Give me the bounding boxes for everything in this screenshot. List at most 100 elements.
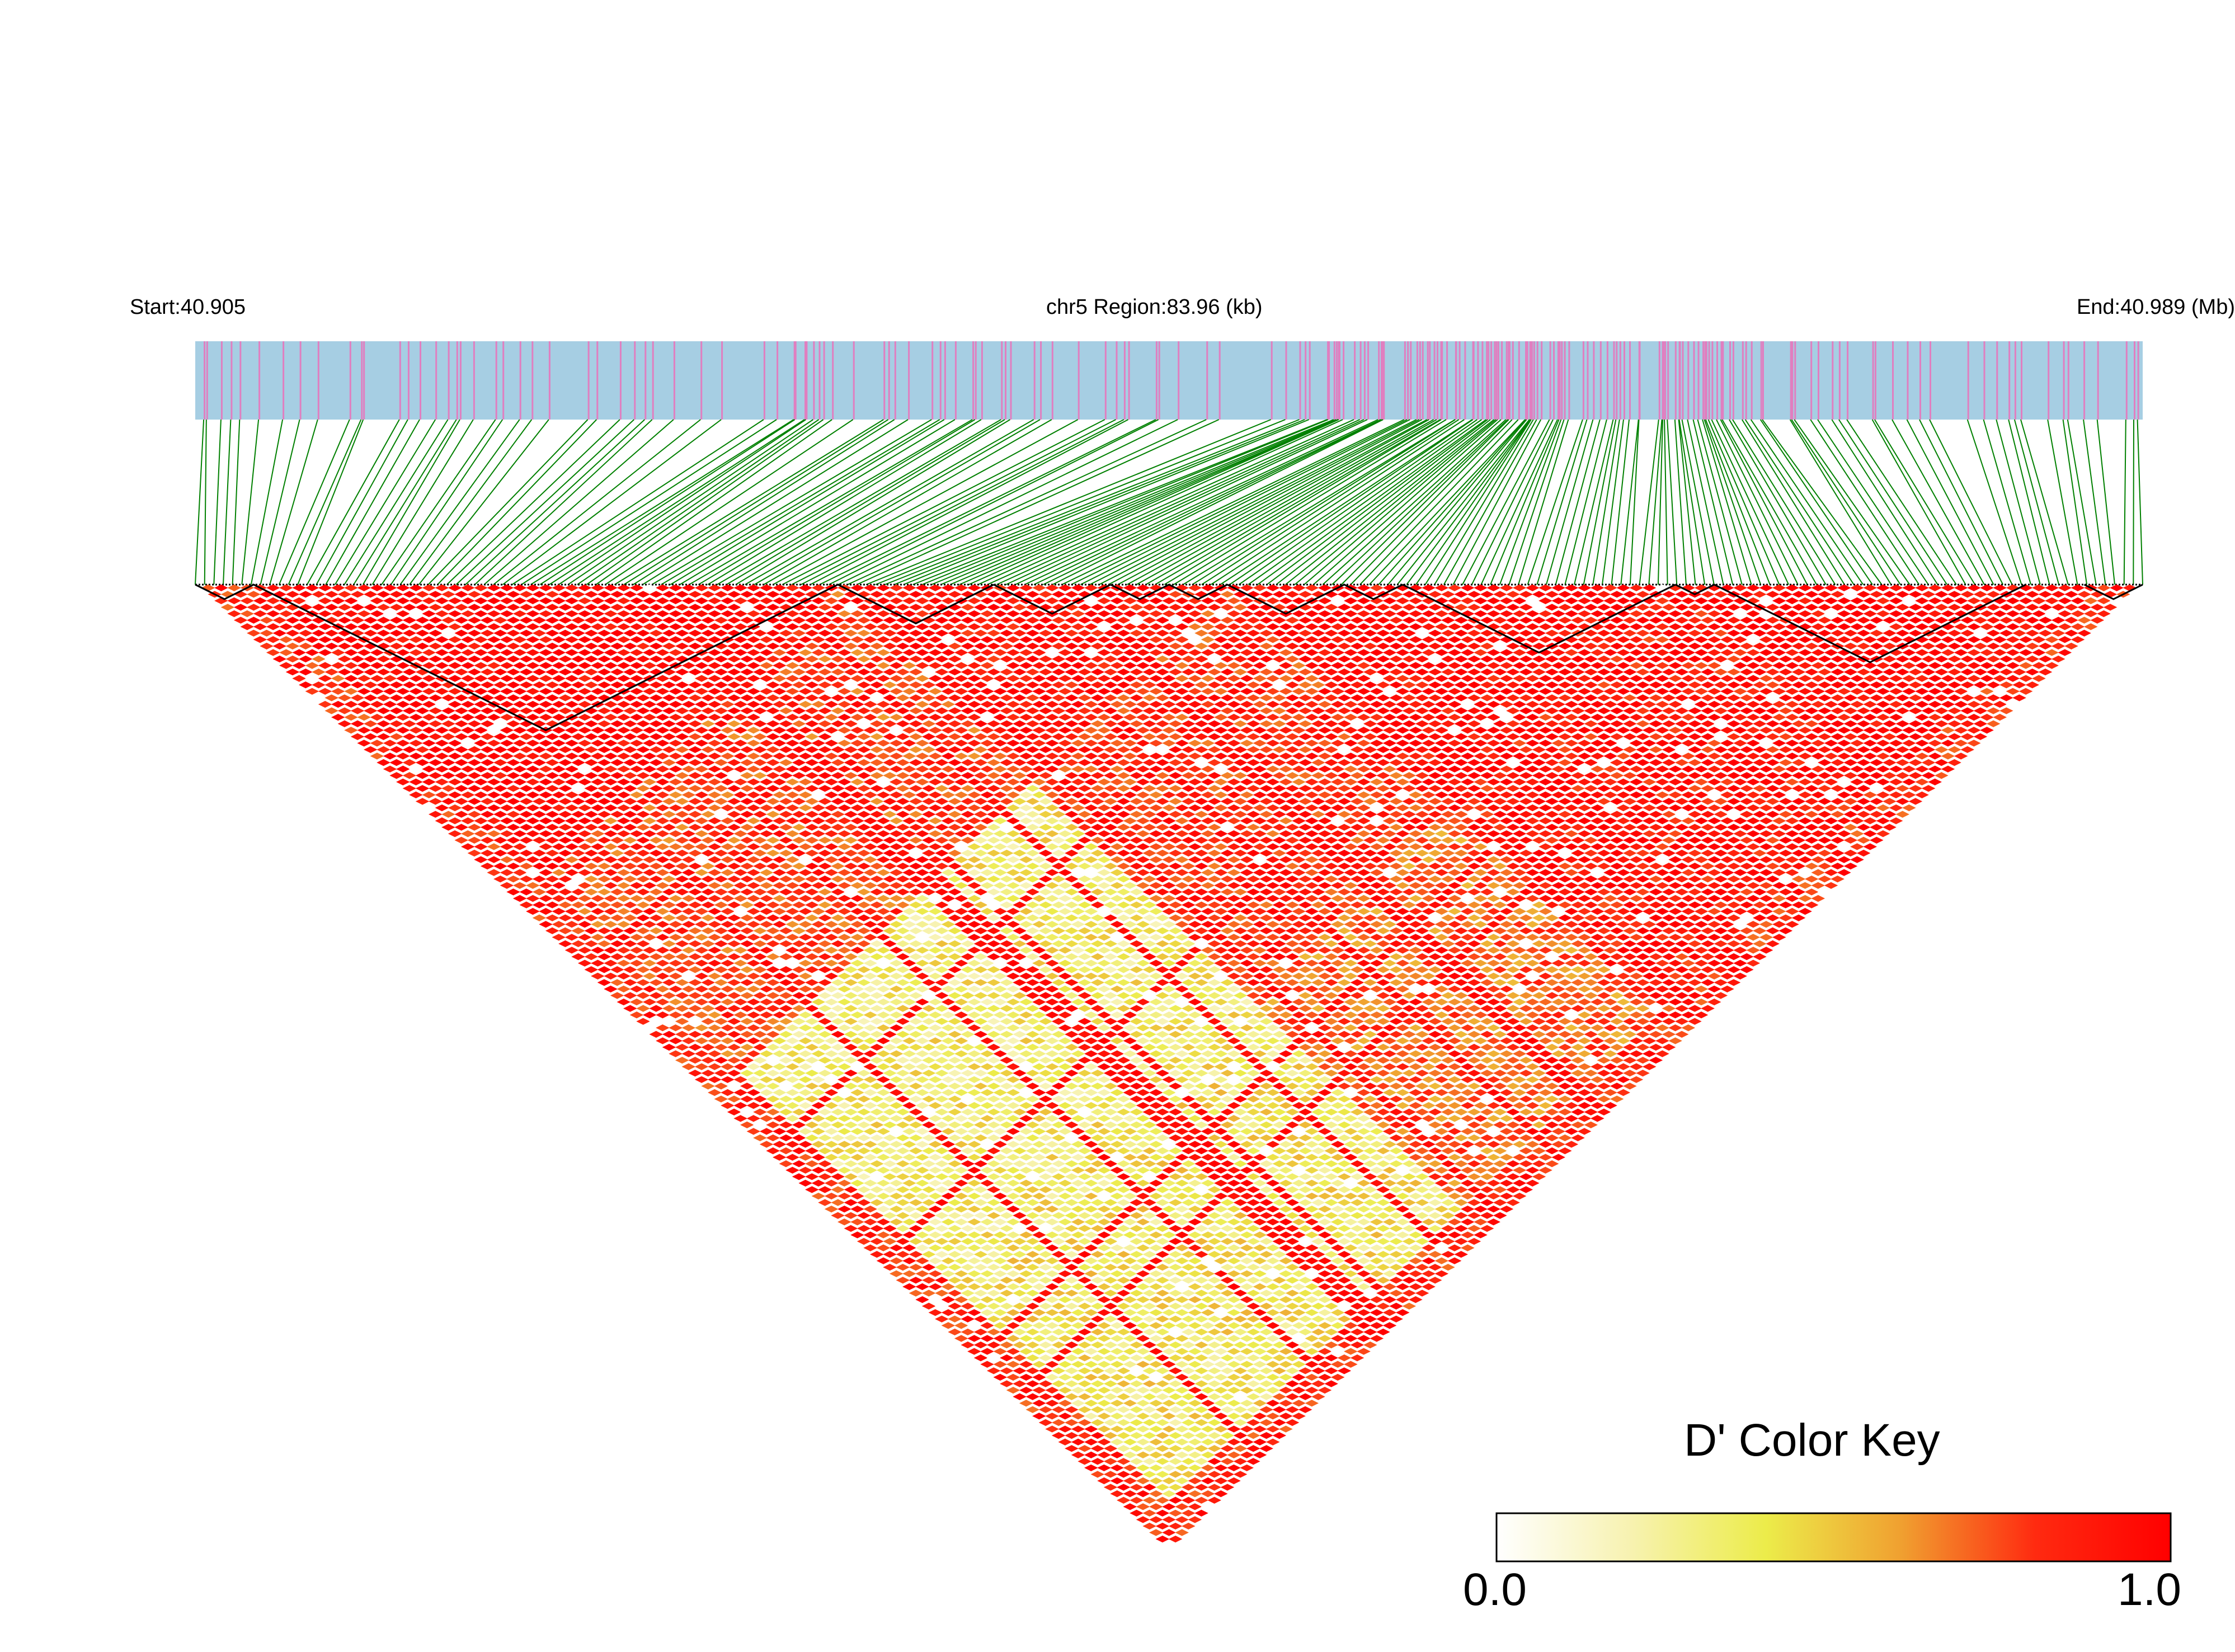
snp-connector — [1322, 419, 1507, 585]
ld-cell — [1162, 1425, 1176, 1433]
ld-cell — [1162, 1348, 1176, 1355]
ld-cell — [688, 927, 702, 934]
ld-cell — [364, 733, 378, 740]
snp-connector — [474, 419, 653, 585]
ld-cell — [831, 1070, 845, 1077]
ld-cell — [1318, 1348, 1332, 1355]
snp-marker — [1541, 341, 1543, 420]
ld-cell — [571, 772, 585, 779]
ld-cell — [532, 681, 547, 689]
ld-cell — [480, 811, 495, 818]
ld-cell — [694, 934, 709, 941]
ld-cell — [779, 785, 793, 792]
ld-cell — [811, 1192, 826, 1200]
ld-cell — [889, 1011, 904, 1019]
ld-cell — [1071, 1076, 1085, 1083]
ld-cell — [454, 720, 468, 727]
ld-cell — [766, 876, 780, 883]
ld-cell — [915, 1089, 929, 1096]
ld-cell — [435, 765, 449, 773]
ld-cell — [435, 700, 449, 708]
ld-cell — [766, 811, 780, 818]
ld-cell — [415, 642, 430, 650]
ld-cell — [292, 610, 306, 618]
ld-cell — [1000, 953, 1014, 961]
ld-cell — [649, 746, 664, 754]
ld-cell — [896, 940, 910, 948]
ld-cell — [545, 733, 559, 740]
snp-connector — [726, 419, 1005, 585]
ld-cell — [727, 876, 741, 883]
ld-cell — [1058, 1102, 1072, 1109]
ld-cell — [1155, 1173, 1170, 1180]
ld-cell — [1103, 1406, 1118, 1413]
ld-cell — [227, 610, 241, 618]
ld-cell — [837, 1076, 851, 1083]
ld-cell — [642, 895, 657, 902]
ld-cell — [662, 940, 676, 948]
ld-cell — [402, 681, 417, 689]
ld-cell — [1025, 1277, 1040, 1284]
ld-cell — [1168, 1147, 1183, 1155]
ld-cell — [1077, 1380, 1091, 1387]
ld-cell — [1013, 1199, 1027, 1206]
ld-cell — [1175, 1270, 1189, 1277]
ld-cell — [733, 1011, 747, 1019]
ld-cell — [435, 662, 449, 669]
snp-marker — [1613, 341, 1615, 420]
ld-cell — [773, 752, 787, 760]
ld-cell — [941, 895, 956, 902]
ld-cell — [1357, 1335, 1371, 1342]
ld-cell — [759, 869, 774, 876]
ld-cell — [688, 953, 702, 961]
ld-cell — [902, 1192, 916, 1200]
ld-cell — [889, 1179, 904, 1187]
ld-cell — [921, 927, 936, 934]
ld-cell — [409, 700, 423, 708]
ld-cell — [1071, 1373, 1085, 1381]
ld-cell — [1155, 1406, 1170, 1413]
ld-cell — [552, 895, 566, 902]
ld-cell — [669, 740, 683, 747]
ld-cell — [584, 694, 599, 702]
ld-cell — [396, 662, 410, 669]
ld-cell — [1188, 1451, 1202, 1458]
ld-cell — [662, 953, 676, 961]
ld-cell — [539, 843, 553, 850]
ld-cell — [623, 604, 637, 611]
ld-cell — [708, 1050, 722, 1057]
ld-cell — [837, 1179, 851, 1187]
snp-connector — [530, 419, 794, 585]
ld-cell — [805, 1005, 819, 1012]
ld-cell — [896, 1005, 910, 1012]
ld-cell — [649, 591, 664, 598]
ld-cell — [1142, 1509, 1156, 1517]
ld-cell — [675, 642, 689, 650]
ld-cell — [1175, 1296, 1189, 1303]
ld-cell — [656, 752, 670, 760]
snp-marker — [1128, 341, 1130, 420]
ld-cell — [1051, 1043, 1066, 1051]
ld-cell — [1162, 1244, 1176, 1251]
ld-cell — [980, 1283, 994, 1291]
ld-cell — [558, 811, 572, 818]
ld-cell — [1201, 1154, 1215, 1161]
ld-cell — [1045, 1141, 1059, 1148]
ld-cell — [954, 1296, 968, 1303]
ld-cell — [921, 901, 936, 909]
ld-cell — [636, 979, 650, 986]
ld-cell — [831, 1108, 845, 1116]
ld-cell — [552, 869, 566, 876]
ld-cell — [1259, 1341, 1273, 1349]
snp-connector — [1387, 419, 1527, 585]
ld-cell — [1103, 1315, 1118, 1322]
ld-cell — [597, 604, 611, 611]
ld-cell — [1038, 1057, 1053, 1064]
ld-cell — [1194, 1393, 1208, 1400]
ld-cell — [805, 811, 819, 818]
ld-cell — [299, 629, 313, 637]
ld-cell — [688, 901, 702, 909]
ld-cell — [1194, 1328, 1208, 1336]
ld-cell — [980, 1257, 994, 1264]
ld-cell — [584, 823, 599, 831]
